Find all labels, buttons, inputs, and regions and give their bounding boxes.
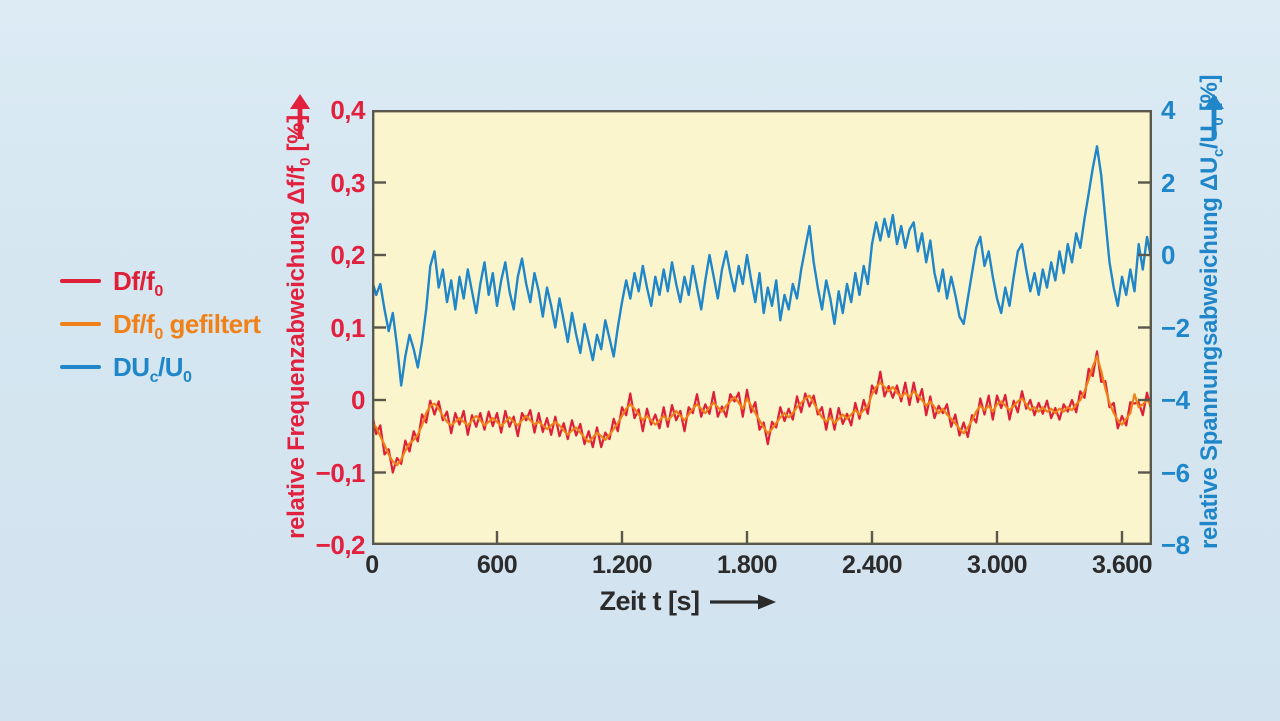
x-axis-title-label: Zeit t [s] (599, 586, 701, 616)
plot-area (372, 110, 1152, 545)
x-tick-label: 2.400 (841, 551, 903, 579)
x-tick-label: 1.800 (716, 551, 778, 579)
series-duc-u0 (372, 145, 1152, 387)
legend-line-sample-orange (60, 322, 101, 326)
right-y-tick-label: 0 (1161, 240, 1175, 270)
chart-svg (372, 110, 1152, 545)
x-tick-label: 3.000 (966, 551, 1028, 579)
left-axis-up-arrow-icon (289, 94, 311, 140)
series-df-f0 (372, 350, 1152, 474)
legend-item-df-f0-gefiltert: Df/f0 gefiltert (60, 308, 261, 343)
left-y-tick-label: 0,4 (330, 95, 365, 125)
x-tick-label: 0 (365, 551, 379, 579)
legend-line-sample-blue (60, 365, 101, 369)
right-axis-up-arrow-icon (1203, 94, 1225, 140)
legend-label: Df/f0 (113, 265, 163, 300)
left-y-tick-label: 0,1 (330, 312, 365, 343)
legend-item-df-f0: Df/f0 (60, 265, 260, 300)
right-y-tick-label: −8 (1161, 530, 1190, 560)
legend-label: DUc/U0 (113, 351, 192, 386)
right-y-tick-label: 2 (1161, 167, 1175, 198)
legend-line-sample-red (60, 279, 101, 283)
right-y-tick-label: −4 (1161, 385, 1190, 415)
right-arrow-icon (709, 594, 776, 609)
right-y-tick-label: −2 (1161, 312, 1190, 343)
right-y-tick-label: 4 (1161, 95, 1175, 125)
legend-label: Df/f0 gefiltert (113, 308, 261, 343)
x-tick-label: 600 (476, 551, 518, 579)
left-y-tick-label: −0,1 (315, 457, 366, 488)
left-y-tick-label: 0 (351, 385, 365, 415)
x-tick-label: 1.200 (591, 551, 653, 579)
left-y-tick-label: −0,2 (315, 530, 366, 560)
left-y-tick-label: 0,2 (330, 240, 365, 270)
legend-item-duc-u0: DUc/U0 (60, 351, 260, 386)
chart-legend: Df/f0 Df/f0 gefiltert DUc/U0 (60, 265, 261, 395)
left-y-tick-label: 0,3 (330, 167, 365, 198)
x-tick-label: 3.600 (1091, 551, 1153, 579)
right-y-tick-label: −6 (1161, 457, 1190, 488)
series-df-f0-gefiltert (372, 355, 1152, 467)
x-axis-title: Zeit t [s] (0, 586, 1280, 617)
